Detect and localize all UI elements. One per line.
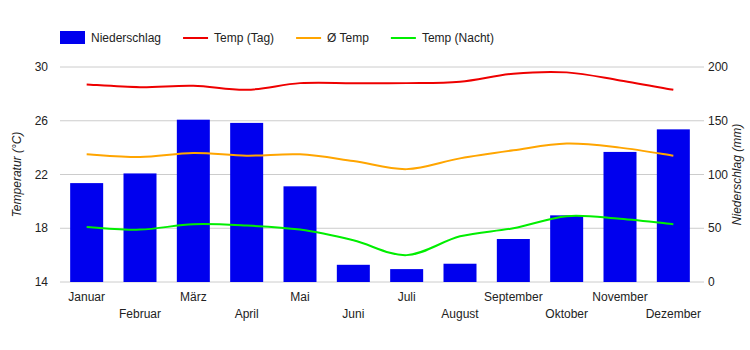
x-tick-label: Januar	[68, 290, 105, 304]
x-tick-label: Mai	[290, 290, 309, 304]
y2-tick-label: 200	[708, 60, 728, 74]
y-tick-label: 26	[35, 114, 49, 128]
y2-tick	[700, 228, 704, 229]
legend-item: Niederschlag	[60, 31, 161, 45]
bar	[70, 183, 103, 282]
x-tick-label: November	[592, 290, 647, 304]
plot-area	[70, 72, 690, 282]
x-tick-label: Juni	[342, 307, 364, 321]
y2-tick	[700, 67, 704, 68]
y2-tick	[700, 282, 704, 283]
y2-tick-label: 0	[708, 275, 715, 289]
grid-line	[60, 67, 700, 68]
y-tick-label: 18	[35, 221, 49, 235]
y2-tick	[700, 174, 704, 175]
x-tick-label: Juli	[398, 290, 416, 304]
y2-tick-label: 50	[708, 221, 722, 235]
x-tick-label: April	[235, 307, 259, 321]
x-tick-label: Februar	[119, 307, 161, 321]
y2-tick-label: 150	[708, 114, 728, 128]
bar	[444, 264, 477, 282]
legend-swatch	[183, 37, 208, 39]
legend-item: Ø Temp	[296, 31, 369, 45]
y2-axis-title: Niederschlag (mm)	[730, 124, 744, 225]
y-tick-label: 14	[35, 275, 49, 289]
chart: 14 18 22 26 30 0 50 100 150 200 Temperatur (°C) Nie…	[0, 0, 750, 350]
x-tick-label: August	[441, 307, 479, 321]
y-axis-title: Temperatur (°C)	[10, 132, 24, 218]
y2-tick-label: 100	[708, 168, 728, 182]
bar	[390, 269, 423, 282]
x-tick-label: Oktober	[545, 307, 588, 321]
y-tick-label: 22	[35, 168, 49, 182]
legend-swatch	[391, 37, 416, 39]
legend-label: Ø Temp	[327, 31, 369, 45]
legend-item: Temp (Nacht)	[391, 31, 494, 45]
legend-item: Temp (Tag)	[183, 31, 274, 45]
x-tick-label: September	[484, 290, 543, 304]
bar	[124, 173, 157, 282]
legend-swatch	[60, 31, 85, 44]
bar	[497, 239, 530, 282]
line	[87, 72, 674, 90]
line	[87, 216, 674, 255]
legend-label: Niederschlag	[91, 31, 161, 45]
x-tick-label: Dezember	[646, 307, 701, 321]
bar	[177, 120, 210, 282]
bar	[284, 186, 317, 282]
bar	[550, 215, 583, 282]
line	[87, 144, 674, 170]
bar	[337, 265, 370, 282]
y2-tick	[700, 120, 704, 121]
legend-swatch	[296, 37, 321, 39]
x-tick-label: März	[180, 290, 207, 304]
bar	[657, 129, 690, 282]
legend-label: Temp (Nacht)	[422, 31, 494, 45]
grid-line	[60, 120, 700, 121]
legend-label: Temp (Tag)	[214, 31, 274, 45]
y-tick-label: 30	[35, 60, 49, 74]
bar	[230, 123, 263, 282]
